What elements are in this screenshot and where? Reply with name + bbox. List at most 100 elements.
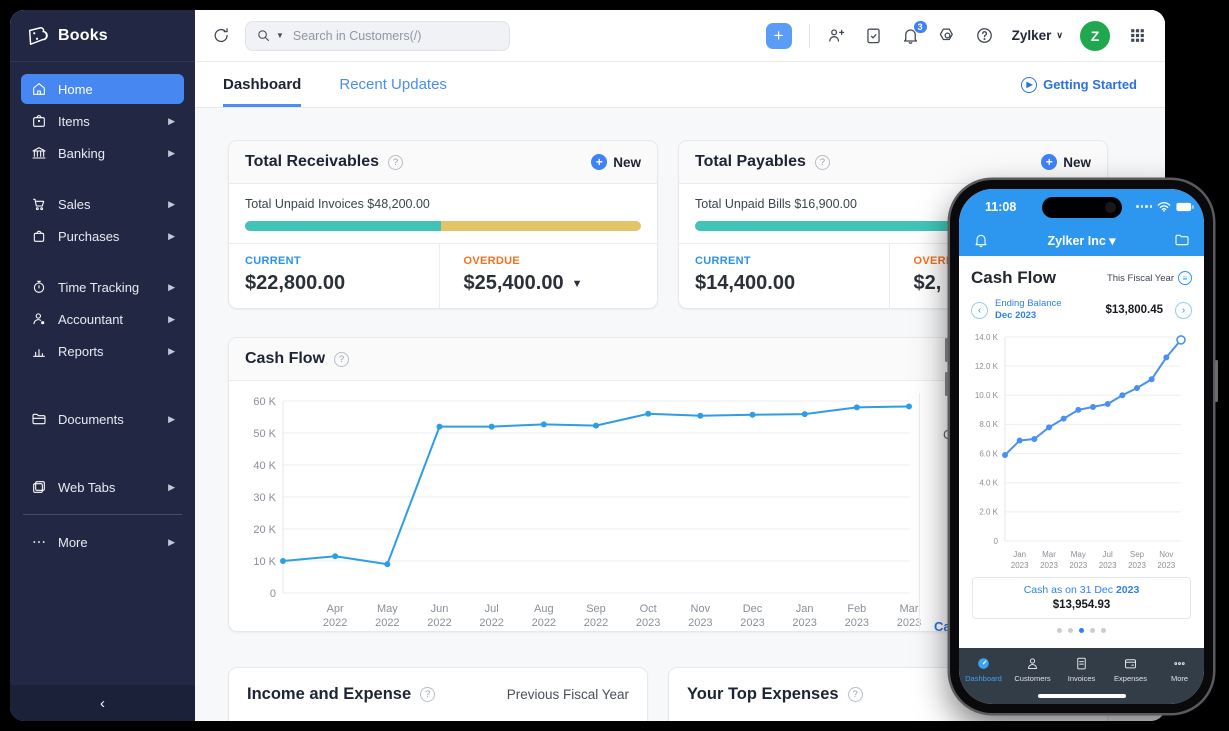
card-title: Total Receivables xyxy=(245,153,379,170)
referral-users-icon[interactable] xyxy=(827,26,847,46)
notifications-bell-icon[interactable]: 3 xyxy=(901,19,928,46)
current-value: $22,800.00 xyxy=(245,272,346,294)
chevron-right-icon[interactable]: › xyxy=(1175,301,1192,319)
help-icon[interactable]: ? xyxy=(847,687,863,702)
svg-text:May: May xyxy=(1071,550,1086,559)
card-title: Income and Expense xyxy=(247,685,412,703)
sidebar-item-purchases[interactable]: Purchases ▶ xyxy=(21,221,184,251)
svg-text:6.0 K: 6.0 K xyxy=(979,449,998,458)
phone-org-selector[interactable]: Zylker Inc ▾ xyxy=(1047,233,1116,248)
tab-dashboard[interactable]: Dashboard xyxy=(223,76,302,107)
sidebar-item-label: Accountant xyxy=(58,311,124,327)
carousel-page-dots[interactable] xyxy=(969,627,1194,640)
phone-tab-label: Expenses xyxy=(1114,674,1147,683)
sidebar-item-label: More xyxy=(58,534,88,550)
chevron-right-icon: ▶ xyxy=(168,198,175,209)
search-input[interactable] xyxy=(292,28,499,43)
getting-started-label: Getting Started xyxy=(1043,77,1137,92)
svg-text:2023: 2023 xyxy=(897,617,921,629)
sidebar-item-documents[interactable]: Documents ▶ xyxy=(21,404,184,434)
sidebar-item-label: Documents xyxy=(58,411,124,427)
bag-icon xyxy=(30,228,47,245)
svg-text:2023: 2023 xyxy=(636,617,660,629)
phone-tab-label: More xyxy=(1170,674,1189,683)
sidebar-item-reports[interactable]: Reports ▶ xyxy=(21,336,184,366)
svg-text:Nov: Nov xyxy=(1159,550,1173,559)
web-tabs-icon xyxy=(30,479,47,496)
recent-history-icon[interactable] xyxy=(211,26,231,46)
apps-grid-icon[interactable] xyxy=(1127,26,1147,46)
svg-text:2022: 2022 xyxy=(584,617,608,629)
chevron-down-icon: ∨ xyxy=(1056,30,1063,40)
help-icon[interactable]: ? xyxy=(387,154,403,170)
phone-tab-dashboard[interactable]: Dashboard xyxy=(959,656,1008,683)
sidebar-item-home[interactable]: Home xyxy=(21,74,184,104)
sidebar-nav: Home Items ▶ Banking ▶ Sales ▶ Purchases xyxy=(10,62,195,685)
svg-text:Dec: Dec xyxy=(743,603,763,615)
phone-tab-expenses[interactable]: Expenses xyxy=(1106,656,1155,683)
ending-balance-line1: Ending Balance xyxy=(995,298,1062,309)
overdue-label: OVERDUE xyxy=(463,255,520,267)
folder-icon xyxy=(30,411,47,428)
sidebar-item-time-tracking[interactable]: Time Tracking ▶ xyxy=(21,272,184,302)
sidebar-item-accountant[interactable]: Accountant ▶ xyxy=(21,304,184,334)
cash-flow-side-link-partial[interactable]: Ca xyxy=(934,619,951,634)
user-avatar[interactable]: Z xyxy=(1080,20,1110,51)
tab-recent-updates[interactable]: Recent Updates xyxy=(339,76,447,93)
dynamic-island xyxy=(1041,197,1122,218)
page-dot[interactable] xyxy=(1101,627,1106,633)
plus-icon: + xyxy=(591,154,608,170)
chevron-left-icon[interactable]: ‹ xyxy=(971,301,988,319)
svg-text:2.0 K: 2.0 K xyxy=(979,507,998,516)
home-indicator[interactable] xyxy=(1037,694,1126,698)
svg-text:Aug: Aug xyxy=(534,603,554,615)
cart-icon xyxy=(30,196,47,213)
svg-text:10 K: 10 K xyxy=(253,556,276,568)
svg-text:2022: 2022 xyxy=(532,617,556,629)
sidebar-item-banking[interactable]: Banking ▶ xyxy=(21,138,184,168)
page-dot[interactable] xyxy=(1079,627,1084,633)
org-selector[interactable]: Zylker ∨ xyxy=(1012,28,1063,43)
new-payable-button[interactable]: + New xyxy=(1041,154,1091,170)
svg-text:2022: 2022 xyxy=(375,617,399,629)
bell-icon[interactable] xyxy=(973,232,989,248)
subscription-clipboard-icon[interactable] xyxy=(864,26,884,46)
svg-text:Jun: Jun xyxy=(431,603,449,615)
phone-screen-title: Cash Flow xyxy=(971,268,1057,287)
page-dot[interactable] xyxy=(1068,627,1073,633)
status-time: 11:08 xyxy=(985,199,1017,214)
search-scope-caret-icon[interactable]: ▼ xyxy=(276,31,284,40)
svg-text:Mar: Mar xyxy=(900,603,919,615)
battery-icon xyxy=(1176,202,1194,211)
filter-icon: ≡ xyxy=(1178,271,1192,285)
svg-text:Sep: Sep xyxy=(1130,550,1145,559)
page-dot[interactable] xyxy=(1090,627,1095,633)
sidebar-item-items[interactable]: Items ▶ xyxy=(21,106,184,136)
page-dot[interactable] xyxy=(1057,627,1062,633)
new-receivable-button[interactable]: + New xyxy=(591,154,641,170)
help-icon[interactable]: ? xyxy=(420,687,436,702)
status-icons xyxy=(1136,201,1194,212)
help-icon[interactable]: ? xyxy=(814,154,830,170)
card-title: Cash Flow xyxy=(245,350,326,367)
folder-icon[interactable] xyxy=(1174,232,1190,248)
chevron-down-icon[interactable]: ▼ xyxy=(571,277,583,290)
help-icon[interactable]: ? xyxy=(334,351,350,367)
overdue-value[interactable]: $25,400.00 ▼ xyxy=(464,272,642,295)
fiscal-year-filter[interactable]: Previous Fiscal Year xyxy=(506,687,629,702)
sidebar-item-web-tabs[interactable]: Web Tabs ▶ xyxy=(21,472,184,502)
phone-tab-customers[interactable]: Customers xyxy=(1008,656,1057,683)
phone-tab-more[interactable]: More xyxy=(1155,656,1204,683)
fiscal-year-filter[interactable]: This Fiscal Year ≡ xyxy=(1107,271,1192,285)
help-icon[interactable] xyxy=(975,26,995,46)
settings-gear-icon[interactable] xyxy=(938,26,958,46)
global-search[interactable]: ▼ xyxy=(245,20,510,51)
quick-create-button[interactable]: + xyxy=(765,22,792,49)
phone-tab-invoices[interactable]: Invoices xyxy=(1057,656,1106,683)
getting-started-link[interactable]: ▶ Getting Started xyxy=(1021,76,1137,93)
sidebar-item-more[interactable]: More ▶ xyxy=(21,527,184,557)
sidebar-item-sales[interactable]: Sales ▶ xyxy=(21,189,184,219)
svg-text:10.0 K: 10.0 K xyxy=(975,391,999,400)
svg-text:40 K: 40 K xyxy=(253,460,276,472)
sidebar-collapse-button[interactable]: ‹ xyxy=(10,685,195,721)
